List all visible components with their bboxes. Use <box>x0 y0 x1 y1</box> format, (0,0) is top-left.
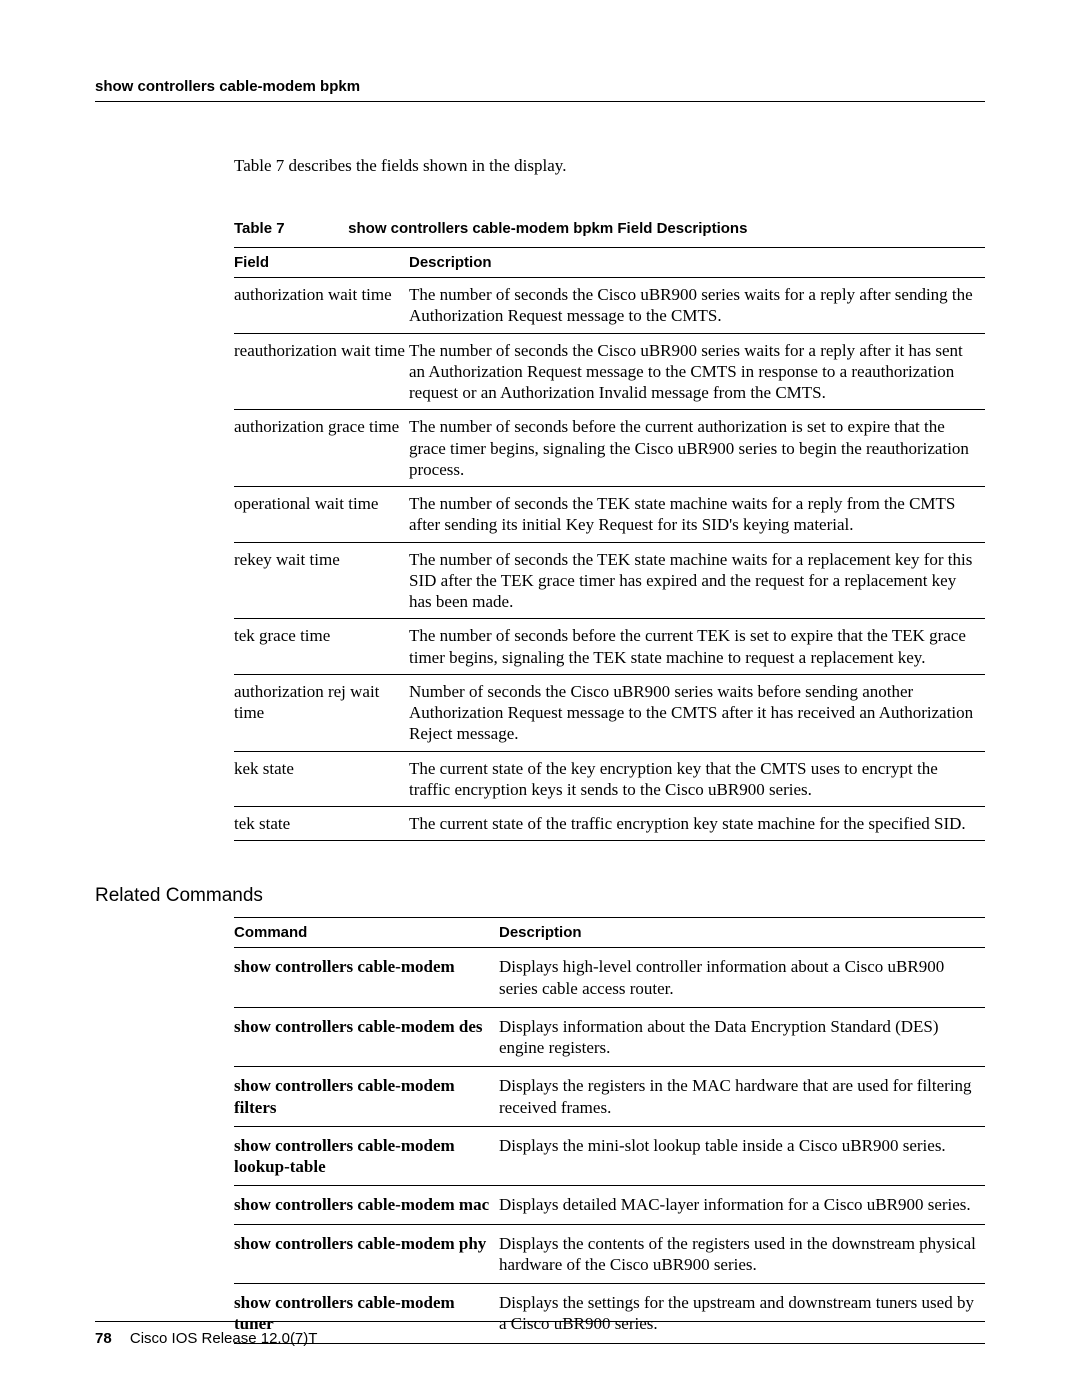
intro-paragraph: Table 7 describes the fields shown in th… <box>234 156 985 176</box>
field-name: tek state <box>234 807 409 841</box>
command-description: Displays information about the Data Encr… <box>499 1007 985 1067</box>
field-name: authorization grace time <box>234 410 409 487</box>
command-description: Displays high-level controller informati… <box>499 948 985 1008</box>
table-title: show controllers cable-modem bpkm Field … <box>348 220 747 237</box>
field-description: The number of seconds the TEK state mach… <box>409 487 985 543</box>
related-commands-heading: Related Commands <box>95 885 985 907</box>
field-description: The number of seconds before the current… <box>409 619 985 675</box>
table-row: tek grace timeThe number of seconds befo… <box>234 619 985 675</box>
page-number: 78 <box>95 1330 112 1347</box>
running-header: show controllers cable-modem bpkm <box>95 78 985 102</box>
table-row: show controllers cable-modem lookup-tabl… <box>234 1126 985 1186</box>
command-name: show controllers cable-modem lookup-tabl… <box>234 1126 499 1186</box>
page-footer: 78 Cisco IOS Release 12.0(7)T <box>95 1321 985 1347</box>
release-label: Cisco IOS Release 12.0(7)T <box>130 1330 318 1347</box>
table-row: show controllers cable-modem phyDisplays… <box>234 1224 985 1284</box>
table-row: tek stateThe current state of the traffi… <box>234 807 985 841</box>
command-name: show controllers cable-modem des <box>234 1007 499 1067</box>
field-description: The current state of the key encryption … <box>409 751 985 807</box>
field-description: Number of seconds the Cisco uBR900 serie… <box>409 674 985 751</box>
field-name: kek state <box>234 751 409 807</box>
command-description: Displays the mini-slot lookup table insi… <box>499 1126 985 1186</box>
command-description: Displays the contents of the registers u… <box>499 1224 985 1284</box>
field-description: The number of seconds before the current… <box>409 410 985 487</box>
field-name: authorization wait time <box>234 278 409 334</box>
field-name: authorization rej wait time <box>234 674 409 751</box>
table-row: show controllers cable-modemDisplays hig… <box>234 948 985 1008</box>
table-row: authorization grace timeThe number of se… <box>234 410 985 487</box>
field-description: The number of seconds the TEK state mach… <box>409 542 985 619</box>
table-row: show controllers cable-modem macDisplays… <box>234 1186 985 1224</box>
column-header-command: Command <box>234 918 499 948</box>
table-row: operational wait timeThe number of secon… <box>234 487 985 543</box>
table-row: authorization rej wait timeNumber of sec… <box>234 674 985 751</box>
table-row: show controllers cable-modem filtersDisp… <box>234 1067 985 1127</box>
command-name: show controllers cable-modem filters <box>234 1067 499 1127</box>
table-row: rekey wait timeThe number of seconds the… <box>234 542 985 619</box>
command-description: Displays detailed MAC-layer information … <box>499 1186 985 1224</box>
field-name: reauthorization wait time <box>234 333 409 410</box>
table-7: Table 7 show controllers cable-modem bpk… <box>234 220 985 841</box>
field-description: The number of seconds the Cisco uBR900 s… <box>409 333 985 410</box>
field-description: The current state of the traffic encrypt… <box>409 807 985 841</box>
command-name: show controllers cable-modem phy <box>234 1224 499 1284</box>
table-row: reauthorization wait timeThe number of s… <box>234 333 985 410</box>
field-name: rekey wait time <box>234 542 409 619</box>
command-description: Displays the registers in the MAC hardwa… <box>499 1067 985 1127</box>
table-caption: Table 7 show controllers cable-modem bpk… <box>234 220 985 237</box>
table-row: authorization wait timeThe number of sec… <box>234 278 985 334</box>
field-name: tek grace time <box>234 619 409 675</box>
column-header-description: Description <box>499 918 985 948</box>
field-name: operational wait time <box>234 487 409 543</box>
column-header-description: Description <box>409 248 985 278</box>
table-number: Table 7 <box>234 220 344 237</box>
table-row: show controllers cable-modem desDisplays… <box>234 1007 985 1067</box>
table-row: kek stateThe current state of the key en… <box>234 751 985 807</box>
column-header-field: Field <box>234 248 409 278</box>
command-name: show controllers cable-modem <box>234 948 499 1008</box>
related-commands-table: Command Description show controllers cab… <box>234 917 985 1343</box>
field-description: The number of seconds the Cisco uBR900 s… <box>409 278 985 334</box>
command-name: show controllers cable-modem mac <box>234 1186 499 1224</box>
